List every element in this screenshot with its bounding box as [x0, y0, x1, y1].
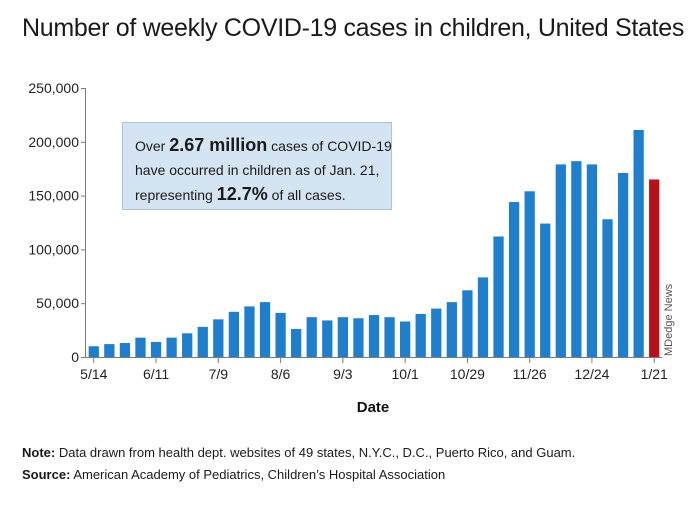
bar	[337, 317, 349, 357]
bar	[524, 191, 535, 357]
x-tick-label: 1/21	[641, 366, 668, 382]
bar	[493, 236, 504, 357]
y-tick-label: 200,000	[28, 134, 79, 150]
x-tick-label: 9/3	[333, 366, 353, 382]
bar	[446, 302, 457, 357]
note-text: Data drawn from health dept. websites of…	[58, 445, 576, 460]
bar	[353, 318, 364, 357]
bar	[306, 317, 317, 357]
bar	[259, 302, 271, 357]
x-tick-label: 5/14	[80, 366, 107, 382]
note: Note: Data drawn from health dept. websi…	[22, 445, 575, 460]
bar	[197, 326, 208, 357]
callout-line-1: Over 2.67 million cases of COVID-19	[135, 133, 392, 158]
bar	[275, 312, 286, 357]
bar	[617, 173, 629, 357]
callout-box: Over 2.67 million cases of COVID-19 have…	[122, 122, 392, 210]
bar	[555, 164, 566, 357]
callout-highlight-percent: 12.7%	[216, 184, 268, 204]
x-tick-label: 7/9	[209, 366, 229, 382]
bar	[119, 343, 131, 357]
x-tick-label: 10/1	[392, 366, 419, 382]
source-label: Source:	[22, 467, 71, 482]
x-tick-label: 8/6	[271, 366, 291, 382]
bar	[368, 315, 380, 357]
bar	[228, 311, 240, 357]
chart-title: Number of weekly COVID-19 cases in child…	[22, 14, 685, 42]
x-tick-label: 10/29	[450, 366, 485, 382]
y-tick-label: 0	[71, 349, 79, 365]
y-tick-label: 150,000	[28, 188, 79, 204]
x-tick-label: 12/24	[574, 366, 609, 382]
bar	[571, 161, 582, 357]
x-axis-ticks: 5/14 6/11 7/9 8/6 9/3 10/1 10/29 11/26 12/24 1/21	[80, 357, 668, 382]
callout-line-2: have occurred in children as of Jan. 21,	[135, 162, 380, 178]
callout-text: Over	[135, 138, 166, 154]
bar	[415, 313, 426, 357]
bar-latest-week	[649, 179, 660, 357]
source: Source: American Academy of Pediatrics, …	[22, 467, 445, 482]
callout-text: representing	[135, 187, 213, 203]
bar	[88, 346, 99, 357]
bar	[508, 202, 520, 357]
callout-highlight-total: 2.67 million	[169, 135, 268, 155]
bar	[633, 129, 644, 357]
bar	[291, 329, 302, 357]
bar	[384, 317, 395, 357]
credit-label: MDedge News	[663, 283, 675, 356]
y-tick-label: 250,000	[28, 80, 79, 96]
y-axis-ticks: 0 50,000 100,000 150,000 200,000 250,000	[28, 80, 86, 365]
bar	[244, 306, 255, 357]
bar	[322, 320, 333, 357]
bar	[462, 290, 473, 357]
bar	[135, 337, 146, 357]
x-tick-label: 11/26	[513, 366, 547, 382]
bar	[166, 337, 177, 357]
callout-line-3: representing 12.7% of all cases.	[135, 182, 381, 207]
bar	[150, 341, 162, 357]
bar	[182, 333, 193, 357]
bar	[477, 277, 489, 357]
bar	[399, 321, 411, 357]
bars	[88, 129, 660, 357]
x-tick-label: 6/11	[143, 366, 169, 382]
bar	[586, 164, 598, 357]
bar	[213, 319, 224, 357]
callout-text: cases of COVID-19	[271, 138, 392, 154]
bar	[540, 223, 551, 357]
note-label: Note:	[22, 445, 56, 460]
bar	[104, 344, 115, 357]
callout-text: of all cases.	[271, 187, 346, 203]
bar	[602, 219, 613, 357]
bar	[431, 308, 442, 357]
source-text: American Academy of Pediatrics, Children…	[73, 467, 446, 482]
y-tick-label: 100,000	[28, 241, 79, 257]
y-tick-label: 50,000	[36, 295, 79, 311]
x-axis-label: Date	[357, 399, 390, 416]
